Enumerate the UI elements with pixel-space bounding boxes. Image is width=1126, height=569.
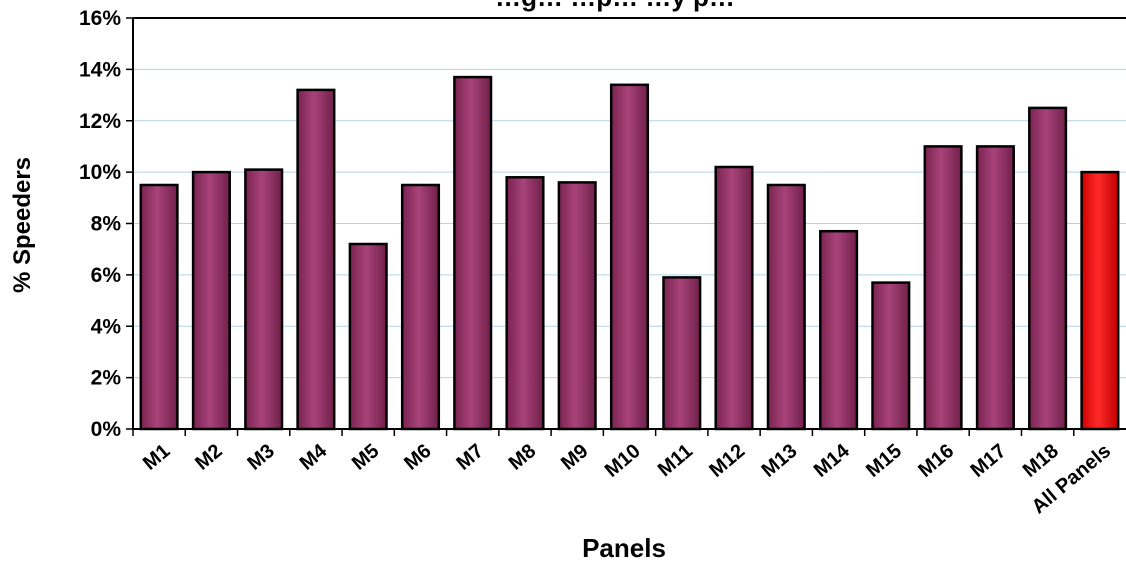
x-tick-label: M15 xyxy=(862,440,906,482)
chart-title: …g… …p… …y p… xyxy=(495,0,735,12)
y-tick-label: 16% xyxy=(79,7,121,30)
bar xyxy=(1028,106,1068,431)
bar xyxy=(139,183,179,431)
bar xyxy=(191,170,231,431)
x-axis-label: Panels xyxy=(582,533,666,563)
x-tick-label: M7 xyxy=(452,440,487,475)
bar xyxy=(766,183,806,431)
x-tick-label: M12 xyxy=(705,440,749,482)
bar-all-panels xyxy=(1080,170,1120,431)
x-tick-label: M14 xyxy=(810,439,855,481)
y-tick-labels: 0% 2% 4% 6% 8% 10% 12% 14% 16% xyxy=(79,7,121,441)
x-tick-label: M4 xyxy=(296,439,332,474)
bar xyxy=(453,75,493,431)
x-tick-label: M9 xyxy=(557,440,592,475)
x-tick-label: M13 xyxy=(758,440,802,482)
y-tick-label: 10% xyxy=(79,161,121,184)
y-tick-label: 12% xyxy=(79,110,121,133)
x-tick-label: M5 xyxy=(348,440,383,475)
x-tick-label: M3 xyxy=(243,440,278,475)
y-tick-label: 0% xyxy=(91,418,122,441)
bar xyxy=(714,165,754,431)
bar xyxy=(505,176,545,431)
x-tick-label: M11 xyxy=(654,440,697,481)
y-axis-label: % Speeders xyxy=(9,157,36,293)
y-tick-label: 2% xyxy=(91,367,122,390)
x-tick-label: M18 xyxy=(1019,440,1063,482)
y-tick-label: 6% xyxy=(91,264,122,287)
bar xyxy=(244,168,284,431)
bar xyxy=(662,276,702,431)
x-tick-label: M16 xyxy=(914,440,958,482)
x-tick-label: M8 xyxy=(505,440,540,475)
bar xyxy=(400,183,441,431)
bar xyxy=(296,88,336,431)
x-tick-label: M1 xyxy=(139,440,174,475)
bar xyxy=(975,145,1015,431)
bar xyxy=(609,83,650,431)
bar xyxy=(557,181,597,431)
x-tick-labels: M1 M2 M3 M4 M5 M6 M7 M8 M9 M10 M11 M12 M13 M14 M15 M16 M… xyxy=(139,439,1115,518)
bar xyxy=(348,242,388,431)
bar xyxy=(819,229,859,431)
x-tick-label: M2 xyxy=(191,440,226,475)
bar xyxy=(923,145,963,431)
y-tick-label: 14% xyxy=(79,58,121,81)
x-tick-label: M6 xyxy=(400,440,435,475)
x-tick-label: M10 xyxy=(601,440,645,482)
x-tick-label: M17 xyxy=(967,440,1011,482)
bar xyxy=(871,281,911,431)
y-tick-label: 8% xyxy=(91,213,122,236)
y-tick-label: 4% xyxy=(91,315,122,338)
bars xyxy=(139,75,1120,431)
axes xyxy=(126,17,1126,436)
